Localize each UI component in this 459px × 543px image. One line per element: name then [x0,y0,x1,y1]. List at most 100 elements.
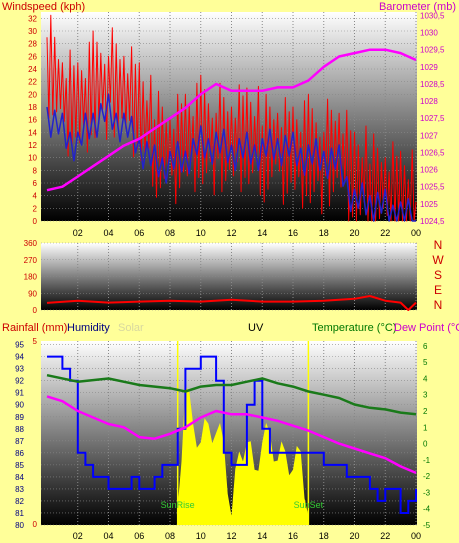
barometer-axis-label: Barometer (mb) [379,1,456,13]
y-left-tick-label: 28 [28,40,37,49]
x-tick-label: 02 [73,531,83,541]
direction-tick-label: 270 [24,256,38,265]
y-right-tick-label: 1025 [420,200,438,209]
humidity-tick-label: 80 [15,521,24,530]
humidity-tick-label: 89 [15,413,24,422]
temperature-tick-label: 0 [423,440,428,449]
rain-tick-label: 5 [33,337,38,346]
y-left-tick-label: 10 [28,154,37,163]
humidity-tick-label: 86 [15,449,24,458]
y-left-tick-label: 0 [33,217,38,226]
y-right-tick-label: 1025,5 [420,183,445,192]
x-tick-label: 14 [257,531,267,541]
y-left-tick-label: 22 [28,78,37,87]
x-tick-label: 18 [319,228,329,238]
humidity-tick-label: 84 [15,473,24,482]
avg-wind-series [46,93,416,222]
y-right-tick-label: 1030,5 [420,11,445,20]
x-tick-label: 06 [134,531,144,541]
temperature-tick-label: 3 [423,391,428,400]
temperature-tick-label: -2 [423,472,431,481]
humidity-tick-label: 91 [15,389,24,398]
x-tick-label: 12 [226,228,236,238]
humidity-tick-label: 83 [15,485,24,494]
humidity-series [47,355,417,514]
windspeed-axis-label: Windspeed (kph) [2,1,85,13]
y-right-tick-label: 1026,5 [420,148,445,157]
x-tick-label: 04 [103,531,113,541]
x-tick-label: 04 [103,228,113,238]
temperature-tick-label: 5 [423,358,428,367]
compass-letter: E [434,283,442,297]
y-left-tick-label: 14 [28,128,37,137]
y-left-tick-label: 6 [33,179,38,188]
sunset-label: SunSet [294,500,324,510]
x-tick-label: 20 [349,228,359,238]
x-tick-label: 12 [226,531,236,541]
temperature-tick-label: 2 [423,407,428,416]
temperature-series [46,373,417,416]
y-right-tick-label: 1026 [420,166,438,175]
temperature-tick-label: -5 [423,521,431,530]
humidity-tick-label: 93 [15,365,24,374]
solar-axis-label: Solar [118,322,144,334]
direction-tick-label: 90 [28,289,37,298]
y-right-tick-label: 1028,5 [420,80,445,89]
y-right-tick-label: 1027 [420,131,438,140]
y-right-tick-label: 1029,5 [420,46,445,55]
humidity-tick-label: 88 [15,425,24,434]
x-tick-label: 02 [73,228,83,238]
humidity-tick-label: 90 [15,401,24,410]
y-right-tick-label: 1028 [420,97,438,106]
temperature-tick-label: 1 [423,423,428,432]
compass-letter: W [432,253,444,267]
humidity-tick-label: 92 [15,377,24,386]
y-left-tick-label: 30 [28,27,37,36]
y-right-tick-label: 1024,5 [420,217,445,226]
y-left-tick-label: 16 [28,116,37,125]
compass-letter: N [434,298,443,312]
rain-tick-label: 0 [33,520,38,529]
dewpoint-series [46,395,417,475]
sunrise-label: SunRise [161,500,195,510]
solar-area [177,387,309,525]
temperature-tick-label: -4 [423,505,431,514]
y-right-tick-label: 1027,5 [420,114,445,123]
temperature-axis-label: Temperature (°C) [312,322,396,334]
compass-letter: N [434,238,443,252]
humidity-tick-label: 95 [15,341,24,350]
x-tick-label: 22 [380,531,390,541]
temperature-tick-label: 4 [423,374,428,383]
rainfall-axis-label: Rainfall (mm) [2,322,67,334]
y-left-tick-label: 20 [28,90,37,99]
direction-tick-label: 360 [24,239,38,248]
x-tick-label: 10 [196,228,206,238]
x-tick-label: 20 [349,531,359,541]
y-left-tick-label: 2 [33,204,38,213]
x-tick-label: 22 [380,228,390,238]
y-left-tick-label: 24 [28,65,37,74]
x-tick-label: 14 [257,228,267,238]
x-tick-label: 16 [288,228,298,238]
humidity-axis-label: Humidity [67,322,110,334]
compass-letter: S [434,268,442,282]
direction-tick-label: 0 [33,306,38,315]
x-tick-label: 00 [411,531,421,541]
temperature-tick-label: -3 [423,488,431,497]
x-tick-label: 06 [134,228,144,238]
x-tick-label: 18 [319,531,329,541]
humidity-tick-label: 85 [15,461,24,470]
x-tick-label: 16 [288,531,298,541]
x-tick-label: 10 [196,531,206,541]
y-left-tick-label: 12 [28,141,37,150]
humidity-tick-label: 94 [15,353,24,362]
direction-series [46,295,417,311]
dewpoint-axis-label: Dew Point (°C) [394,322,459,334]
barometer-series [46,48,417,192]
humidity-tick-label: 87 [15,437,24,446]
gust-series [46,14,417,222]
panel3-plot-area [41,341,417,525]
y-left-tick-label: 8 [33,166,38,175]
y-left-tick-label: 4 [33,192,38,201]
